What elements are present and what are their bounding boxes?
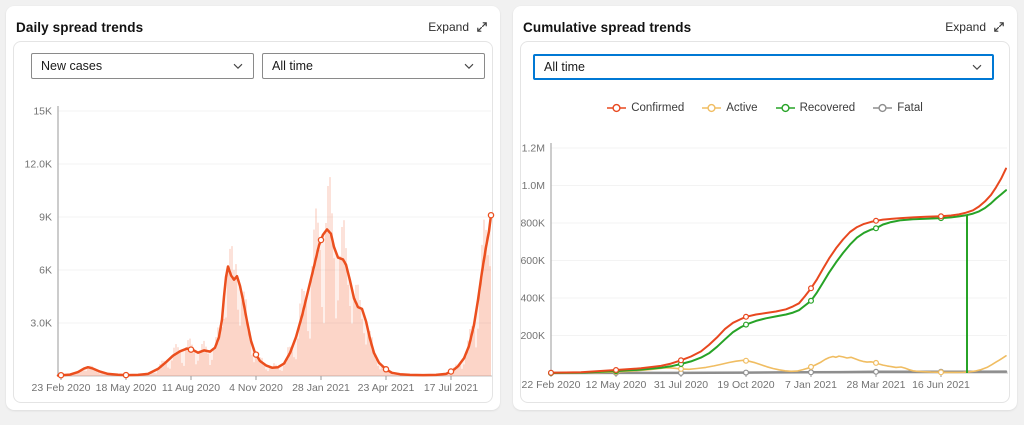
svg-text:15K: 15K xyxy=(33,106,52,118)
svg-text:3.0K: 3.0K xyxy=(30,318,52,330)
daily-range-dropdown[interactable]: All time xyxy=(262,53,485,79)
expand-cumulative-button[interactable]: Expand xyxy=(945,20,1005,34)
chevron-down-icon xyxy=(232,60,244,72)
svg-text:4 Nov 2020: 4 Nov 2020 xyxy=(229,382,283,394)
cumulative-panel-header: Cumulative spread trends Expand xyxy=(523,15,1005,39)
metric-dropdown[interactable]: New cases xyxy=(31,53,254,79)
panel-title-daily: Daily spread trends xyxy=(16,20,143,35)
svg-text:7 Jan 2021: 7 Jan 2021 xyxy=(785,379,837,391)
panel-title-cumulative: Cumulative spread trends xyxy=(523,20,691,35)
svg-text:22 Feb 2020: 22 Feb 2020 xyxy=(522,379,581,391)
chevron-down-icon xyxy=(971,61,983,73)
daily-chart[interactable]: 15K 12.0K 9K 6K 3.0K 23 Feb 2020 18 May 2020 11… xyxy=(14,96,492,402)
svg-text:19 Oct 2020: 19 Oct 2020 xyxy=(717,379,774,391)
expand-daily-button[interactable]: Expand xyxy=(428,20,488,34)
cumulative-dropdown-row: All time xyxy=(533,54,994,80)
cumulative-spread-panel: Cumulative spread trends Expand All time… xyxy=(513,6,1017,410)
daily-panel-header: Daily spread trends Expand xyxy=(16,15,488,39)
svg-text:200K: 200K xyxy=(520,330,545,342)
chevron-down-icon xyxy=(463,60,475,72)
svg-text:17 Jul 2021: 17 Jul 2021 xyxy=(424,382,478,394)
svg-text:31 Jul 2020: 31 Jul 2020 xyxy=(654,379,708,391)
expand-diagonal-icon xyxy=(993,21,1005,33)
cumulative-range-dropdown-value: All time xyxy=(544,60,585,74)
cumulative-range-dropdown[interactable]: All time xyxy=(533,54,994,80)
daily-spread-panel: Daily spread trends Expand New cases All… xyxy=(6,6,500,410)
cumulative-panel-body: All time ConfirmedActiveRecoveredFatal 1… xyxy=(520,41,1010,403)
svg-text:1.0M: 1.0M xyxy=(522,180,545,192)
svg-text:23 Feb 2020: 23 Feb 2020 xyxy=(32,382,91,394)
svg-text:16 Jun 2021: 16 Jun 2021 xyxy=(912,379,970,391)
expand-diagonal-icon xyxy=(476,21,488,33)
daily-range-dropdown-value: All time xyxy=(272,59,313,73)
svg-text:28 Jan 2021: 28 Jan 2021 xyxy=(292,382,350,394)
daily-dropdown-row: New cases All time xyxy=(31,53,485,79)
svg-text:800K: 800K xyxy=(520,218,545,230)
svg-text:11 Aug 2020: 11 Aug 2020 xyxy=(162,382,220,394)
svg-text:12 May 2020: 12 May 2020 xyxy=(586,379,647,391)
svg-text:12.0K: 12.0K xyxy=(25,159,52,171)
svg-text:600K: 600K xyxy=(520,255,545,267)
metric-dropdown-value: New cases xyxy=(41,59,102,73)
svg-text:400K: 400K xyxy=(520,293,545,305)
svg-text:1.2M: 1.2M xyxy=(522,143,545,155)
expand-label: Expand xyxy=(945,20,986,34)
svg-text:9K: 9K xyxy=(39,212,52,224)
cumulative-chart[interactable]: 1.2M 1.0M 800K 600K 400K 200K 22 Feb 2020 12 Ma… xyxy=(521,96,1009,402)
svg-text:6K: 6K xyxy=(39,265,52,277)
daily-panel-body: New cases All time 15K 12.0K 9K 6K 3.0K 23 Fe… xyxy=(13,41,493,403)
svg-text:28 Mar 2021: 28 Mar 2021 xyxy=(847,379,906,391)
svg-text:18 May 2020: 18 May 2020 xyxy=(96,382,157,394)
expand-label: Expand xyxy=(428,20,469,34)
svg-text:23 Apr 2021: 23 Apr 2021 xyxy=(358,382,415,394)
